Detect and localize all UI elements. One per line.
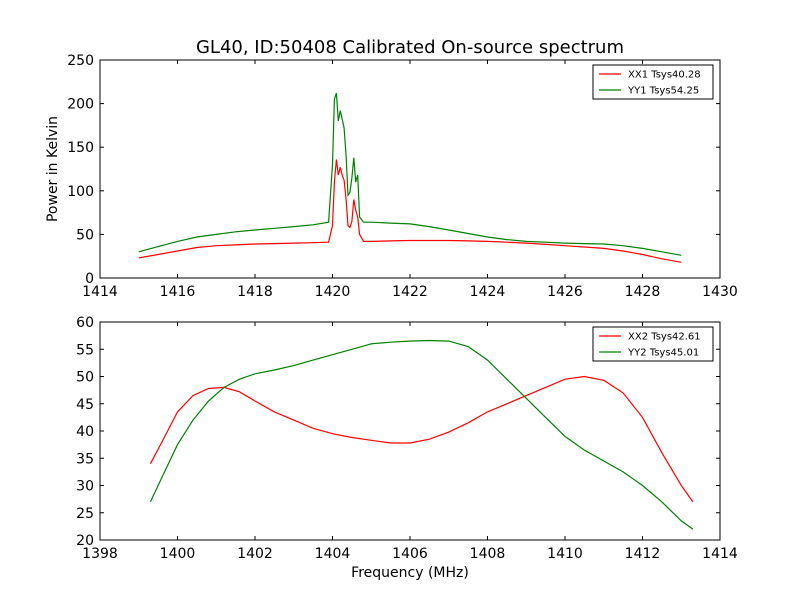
- x-tick-label: 1426: [547, 284, 583, 300]
- y-axis-label: Power in Kelvin: [45, 116, 61, 222]
- series-line-yy1: [138, 92, 682, 256]
- x-tick-label: 1430: [702, 284, 738, 300]
- x-tick-label: 1406: [392, 546, 428, 562]
- y-tick-label: 25: [76, 506, 94, 522]
- y-tick-label: 250: [67, 53, 94, 69]
- y-tick-label: 40: [76, 424, 94, 440]
- x-tick-label: 1398: [82, 546, 118, 562]
- legend-entry-label: XX2 Tsys42.61: [628, 332, 701, 343]
- x-tick-label: 1404: [315, 546, 351, 562]
- x-tick-label: 1416: [160, 284, 196, 300]
- x-tick-label: 1400: [160, 546, 196, 562]
- y-tick-label: 150: [67, 140, 94, 156]
- y-tick-label: 50: [76, 227, 94, 243]
- legend-entry-label: YY1 Tsys54.25: [627, 86, 699, 97]
- legend-box: [592, 64, 714, 100]
- series-line-xx1: [138, 159, 682, 263]
- figure-title: GL40, ID:50408 Calibrated On-source spec…: [196, 37, 624, 58]
- y-tick-label: 55: [76, 342, 94, 358]
- x-tick-label: 1428: [625, 284, 661, 300]
- x-tick-label: 1422: [392, 284, 428, 300]
- y-tick-label: 100: [67, 184, 94, 200]
- x-tick-label: 1414: [82, 284, 118, 300]
- series-line-yy2: [149, 339, 694, 530]
- y-tick-label: 20: [76, 533, 94, 549]
- x-tick-label: 1410: [547, 546, 583, 562]
- legend-entry-label: YY2 Tsys45.01: [627, 348, 699, 359]
- y-tick-label: 200: [67, 97, 94, 113]
- y-tick-label: 60: [76, 315, 94, 331]
- x-tick-label: 1414: [702, 546, 738, 562]
- x-tick-label: 1418: [237, 284, 273, 300]
- x-axis-label: Frequency (MHz): [351, 565, 469, 581]
- x-tick-label: 1424: [470, 284, 506, 300]
- top-subplot: 1414 1416 1418 1420 1422 1424 1426 1428 1430 0 50 1…: [45, 53, 738, 300]
- x-tick-label: 1412: [625, 546, 661, 562]
- y-tick-label: 35: [76, 451, 94, 467]
- y-tick-label: 50: [76, 370, 94, 386]
- x-tick-label: 1408: [470, 546, 506, 562]
- bottom-subplot: 1398 1400 1402 1404 1406 1408 1410 1412 1414 20 25…: [76, 315, 738, 581]
- y-tick-label: 45: [76, 397, 94, 413]
- y-tick-label: 0: [85, 271, 94, 287]
- x-tick-label: 1420: [315, 284, 351, 300]
- legend-box: [592, 326, 714, 362]
- legend-entry-label: XX1 Tsys40.28: [628, 70, 701, 81]
- x-tick-label: 1402: [237, 546, 273, 562]
- y-tick-label: 30: [76, 479, 94, 495]
